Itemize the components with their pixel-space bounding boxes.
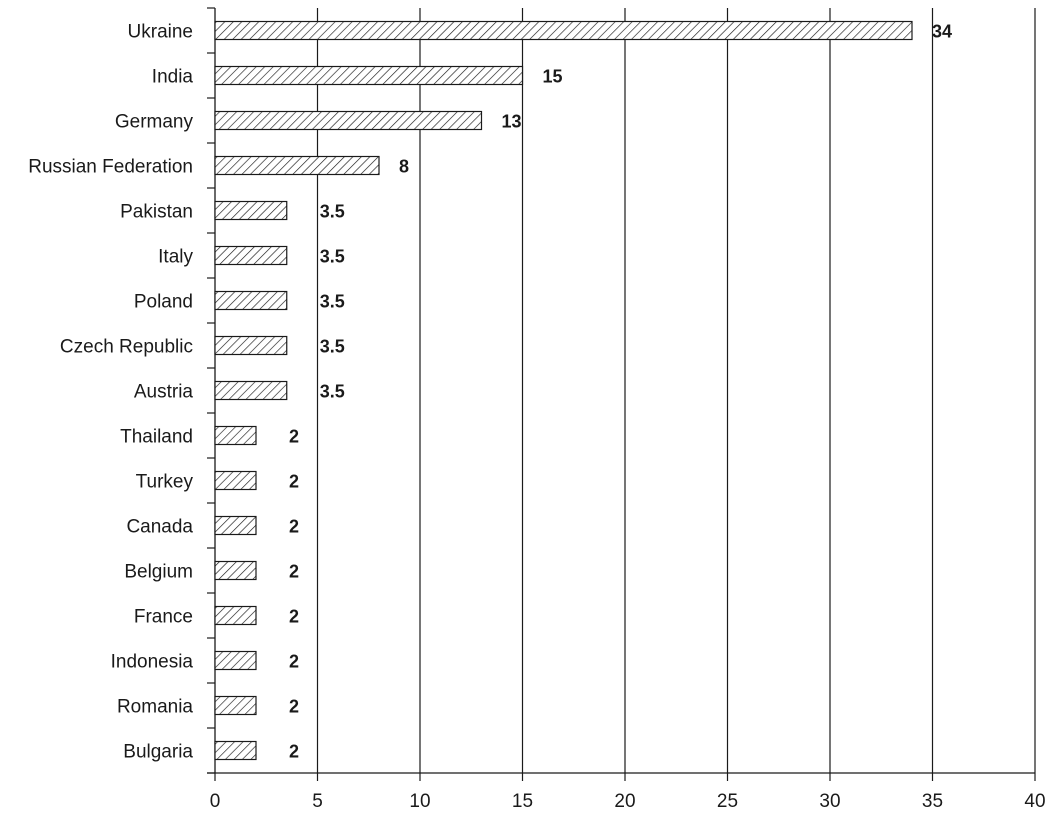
x-tick-label: 5 [312, 791, 323, 812]
bar [214, 560, 257, 581]
value-label: 3.5 [320, 202, 345, 222]
x-tick-label: 20 [614, 791, 635, 812]
value-label: 3.5 [320, 247, 345, 267]
value-label: 2 [289, 427, 299, 447]
category-label: Italy [158, 247, 193, 268]
bar [214, 650, 257, 671]
category-label: France [134, 607, 193, 628]
x-tick-label: 35 [922, 791, 943, 812]
category-label: Turkey [136, 472, 194, 493]
x-tick-label: 40 [1024, 791, 1045, 812]
bar [214, 290, 288, 311]
value-label: 2 [289, 607, 299, 627]
y-axis-ticks [207, 7, 215, 774]
category-label: Czech Republic [60, 337, 193, 358]
x-tick-label: 15 [512, 791, 533, 812]
category-label: Indonesia [111, 652, 194, 673]
category-label: Canada [126, 517, 193, 538]
bar [214, 110, 483, 131]
value-label: 34 [932, 22, 952, 42]
bar [214, 425, 257, 446]
x-tick-label: 25 [717, 791, 738, 812]
category-labels: Ukraine India Germany Russian Federation Pak… [28, 22, 193, 763]
category-label: India [152, 67, 194, 88]
value-label: 15 [543, 67, 563, 87]
value-label: 2 [289, 472, 299, 492]
x-tick-label: 10 [409, 791, 430, 812]
x-tick-label: 0 [210, 791, 221, 812]
category-label: Pakistan [120, 202, 193, 223]
category-label: Poland [134, 292, 193, 313]
bar [214, 740, 257, 761]
category-label: Austria [134, 382, 194, 403]
bar [214, 470, 257, 491]
value-label: 8 [399, 157, 409, 177]
bar [214, 380, 288, 401]
value-label: 3.5 [320, 337, 345, 357]
bar [214, 20, 913, 41]
x-tick-label: 30 [819, 791, 840, 812]
category-label: Ukraine [128, 22, 193, 43]
value-labels: 34 15 13 8 3.5 3.5 3.5 3.5 3.5 2 2 2 2 2 2 2 2 [289, 22, 952, 762]
category-label: Russian Federation [28, 157, 193, 178]
bars [214, 20, 913, 761]
category-label: Thailand [120, 427, 193, 448]
value-label: 3.5 [320, 292, 345, 312]
category-label: Romania [117, 697, 193, 718]
bar [214, 335, 288, 356]
value-label: 2 [289, 697, 299, 717]
category-label: Belgium [124, 562, 193, 583]
bar [214, 200, 288, 221]
value-label: 2 [289, 652, 299, 672]
gridlines [316, 8, 1036, 773]
category-label: Germany [115, 112, 194, 133]
value-label: 3.5 [320, 382, 345, 402]
bar [214, 605, 257, 626]
value-label: 2 [289, 742, 299, 762]
x-axis-ticks: 0 5 10 15 20 25 30 35 40 [210, 773, 1046, 812]
bar [214, 695, 257, 716]
bar [214, 65, 524, 86]
value-label: 2 [289, 517, 299, 537]
bar [214, 245, 288, 266]
value-label: 2 [289, 562, 299, 582]
bar [214, 155, 380, 176]
category-label: Bulgaria [123, 742, 193, 763]
bar [214, 515, 257, 536]
value-label: 13 [502, 112, 522, 132]
